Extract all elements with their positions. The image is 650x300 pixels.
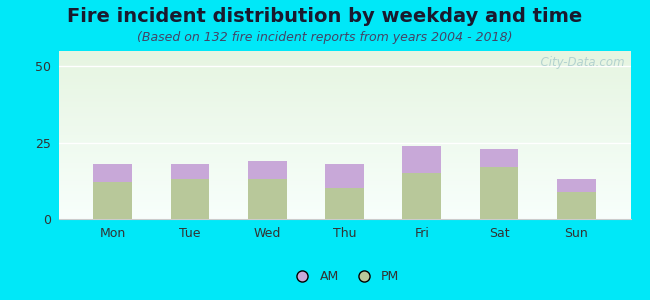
Bar <box>557 191 595 219</box>
Bar <box>248 161 287 179</box>
Text: (Based on 132 fire incident reports from years 2004 - 2018): (Based on 132 fire incident reports from… <box>137 32 513 44</box>
Bar <box>325 188 364 219</box>
Text: City-Data.com: City-Data.com <box>533 56 625 69</box>
Bar <box>325 164 364 188</box>
Bar <box>170 164 209 179</box>
Legend: AM, PM: AM, PM <box>285 266 404 288</box>
Bar <box>480 167 519 219</box>
Bar <box>248 179 287 219</box>
Bar <box>94 164 132 182</box>
Bar <box>402 173 441 219</box>
Bar <box>402 146 441 173</box>
Bar <box>557 179 595 191</box>
Bar <box>94 182 132 219</box>
Bar <box>480 149 519 167</box>
Bar <box>170 179 209 219</box>
Text: Fire incident distribution by weekday and time: Fire incident distribution by weekday an… <box>68 8 582 26</box>
